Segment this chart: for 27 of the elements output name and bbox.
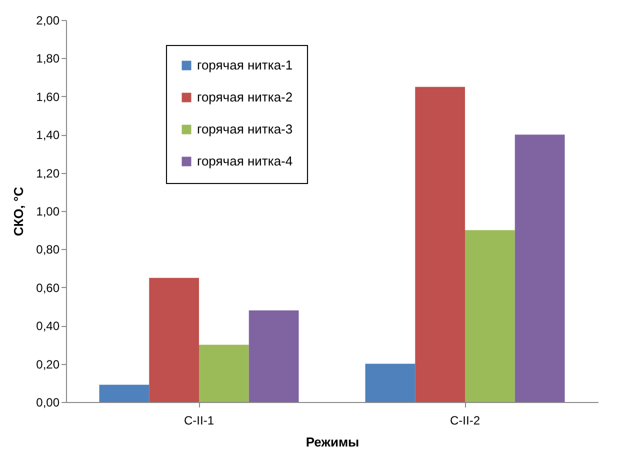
y-tick-label: 1,80 [36, 52, 60, 66]
x-axis-title: Режимы [306, 434, 360, 450]
bar [99, 384, 150, 402]
bar [248, 310, 299, 402]
legend-label: горячая нитка-4 [197, 154, 293, 168]
bar [514, 134, 565, 402]
legend-label: горячая нитка-3 [197, 122, 293, 136]
bar [415, 86, 465, 402]
x-tick-label: С-II-2 [450, 414, 480, 428]
y-tick-label: 1,60 [36, 90, 60, 104]
bar [199, 344, 249, 402]
bar [149, 278, 199, 402]
y-axis-title: СКО, °С [11, 186, 26, 236]
y-tick-label: 0,00 [36, 396, 60, 410]
bar [365, 364, 416, 402]
x-tick-label: С-II-1 [184, 414, 214, 428]
legend-label: горячая нитка-2 [197, 90, 293, 104]
y-tick-label: 1,20 [36, 166, 60, 180]
y-tick-label: 0,20 [36, 357, 60, 372]
y-tick-label: 0,40 [36, 319, 60, 334]
y-tick-label: 0,80 [36, 242, 60, 257]
y-tick-label: 1,40 [36, 128, 60, 142]
y-tick-label: 0,60 [36, 280, 60, 295]
y-tick-label: 1,00 [36, 204, 60, 218]
y-tick-label: 2,00 [36, 14, 60, 28]
bar [465, 230, 515, 402]
legend-label: горячая нитка-1 [197, 58, 293, 72]
